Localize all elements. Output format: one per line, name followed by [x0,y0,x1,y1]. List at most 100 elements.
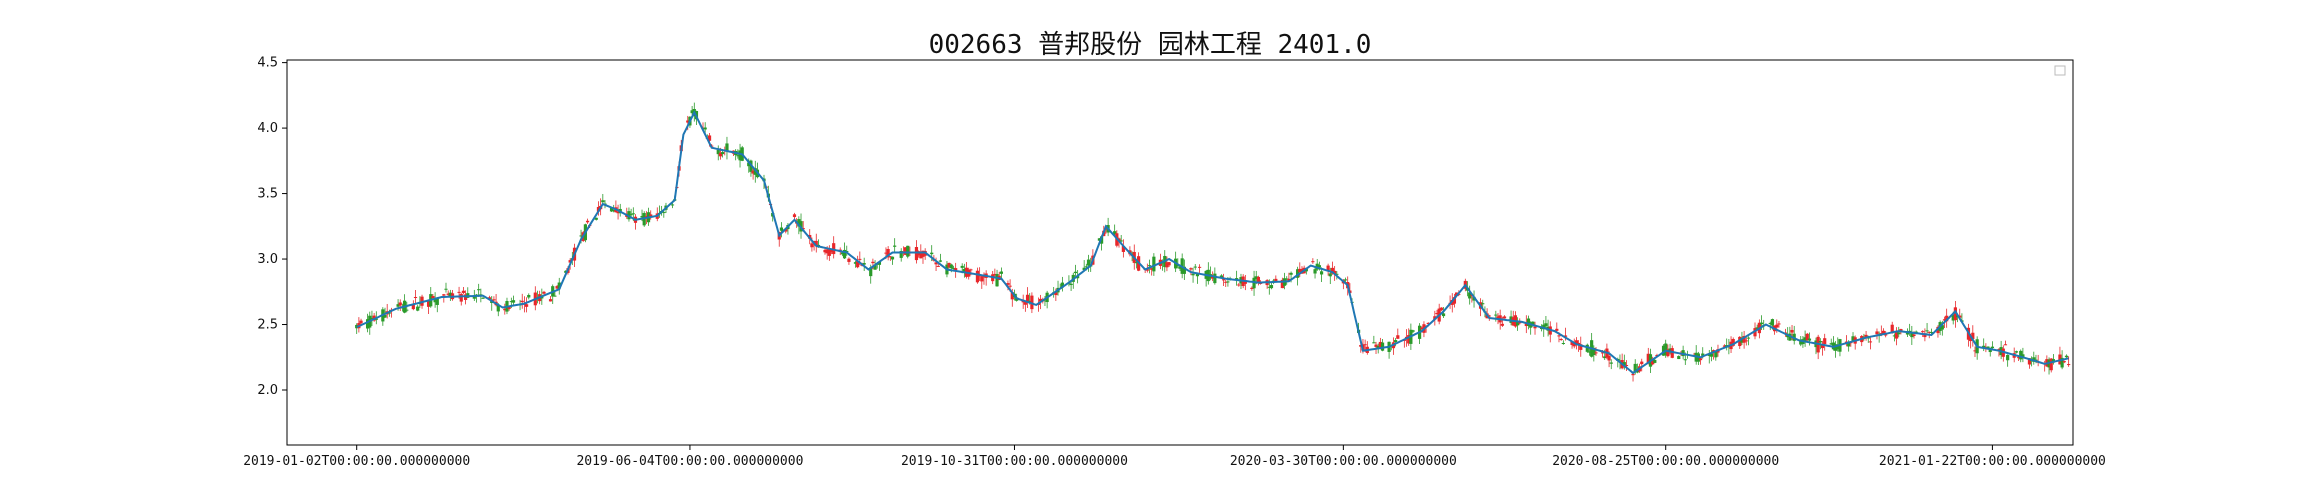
candle-body [1847,341,1851,347]
candle-body [524,304,529,307]
candle-body [947,262,951,268]
candle-body [840,252,845,255]
candle-body [2060,357,2064,368]
candle-body [829,249,834,252]
candle-body [1481,303,1485,305]
candle-body [914,247,919,261]
candle-body [1897,332,1901,335]
candle-body [1167,262,1171,266]
candle-body [1864,334,1868,338]
candle-body [1317,265,1321,268]
candle-body [1235,278,1239,280]
candle-body [1661,345,1666,356]
candle-body [1836,344,1840,350]
candle-body [1326,265,1330,271]
candle-body [1555,328,1559,331]
candle-body [1929,331,1934,333]
candle-body [612,209,616,212]
candle-body [1951,314,1955,321]
candle-body [2006,354,2010,361]
candle-body [871,261,875,264]
candle-body [1670,348,1674,358]
candle-body [1372,342,1376,344]
candle-body [1376,345,1380,349]
legend-box [2054,65,2066,76]
candle-body [1709,353,1714,357]
candle-body [1775,324,1779,328]
candle-body [1738,336,1742,347]
candle-body [1823,338,1827,345]
candle-body [1579,344,1583,350]
candle-body [1287,278,1291,281]
candle-body [1237,284,1241,286]
candle-body [1574,340,1579,345]
candle-body [557,282,561,289]
candle-body [823,249,827,253]
candle-body [1770,319,1775,326]
candle-body [825,249,829,254]
candle-body [1274,278,1278,282]
candle-body [1117,238,1121,241]
candle-body [1868,341,1873,343]
x-tick-label: 2020-03-30T00:00:00.000000000 [1230,454,1457,469]
candle-body [1097,238,1102,241]
candle-body [1165,262,1169,268]
smoothed-line-series [356,110,2069,375]
candle-body [1905,332,1910,335]
candle-body [2062,361,2066,363]
candle-body [690,110,694,114]
x-tick-label: 2020-08-25T00:00:00.000000000 [1552,454,1779,469]
candle-body [1666,349,1670,357]
candle-body [936,265,940,267]
candle-body [1805,333,1809,341]
candle-body [1193,266,1197,268]
candle-body [1060,282,1064,288]
candle-body [1777,323,1781,325]
candle-body [1714,351,1718,358]
candle-body [1910,333,1914,338]
candle-body [1755,327,1759,329]
candle-body [1500,323,1504,326]
candle-body [1420,327,1424,330]
candle-body [975,270,980,283]
candle-body [1921,331,1925,333]
candle-body [2003,344,2008,346]
candle-body [725,143,729,152]
candle-body [1152,256,1156,272]
candle-body [585,220,590,223]
candle-body [847,258,851,262]
candle-body [1121,246,1125,252]
candle-body [832,243,836,255]
candle-body [930,252,934,255]
candle-body [1942,319,1947,321]
candle-body [853,262,858,264]
candle-body [601,200,605,203]
candle-body [629,214,633,216]
candle-body [886,249,890,258]
candle-body [2034,359,2038,361]
candle-body [1722,345,1727,347]
candle-body [1790,329,1794,333]
candle-body [435,298,439,305]
candle-body [1182,266,1186,274]
candle-body [792,214,797,218]
candle-body [1879,333,1883,335]
candle-body [542,291,546,294]
candle-body [1189,268,1193,270]
candle-body [1147,265,1152,267]
candle-body [1559,339,1563,341]
x-tick-label: 2021-01-22T00:00:00.000000000 [1879,454,2106,469]
candle-body [1086,259,1091,266]
candle-body [413,296,418,298]
candle-body [1997,349,2001,351]
candle-body [503,308,507,311]
candle-body [1892,335,1896,337]
candle-body [1515,321,1520,326]
candle-body [1969,336,1973,342]
candle-body [2049,358,2053,371]
candle-body [1280,279,1284,289]
candle-body [555,286,559,289]
candle-body [1330,267,1335,274]
candle-body [1496,316,1500,319]
